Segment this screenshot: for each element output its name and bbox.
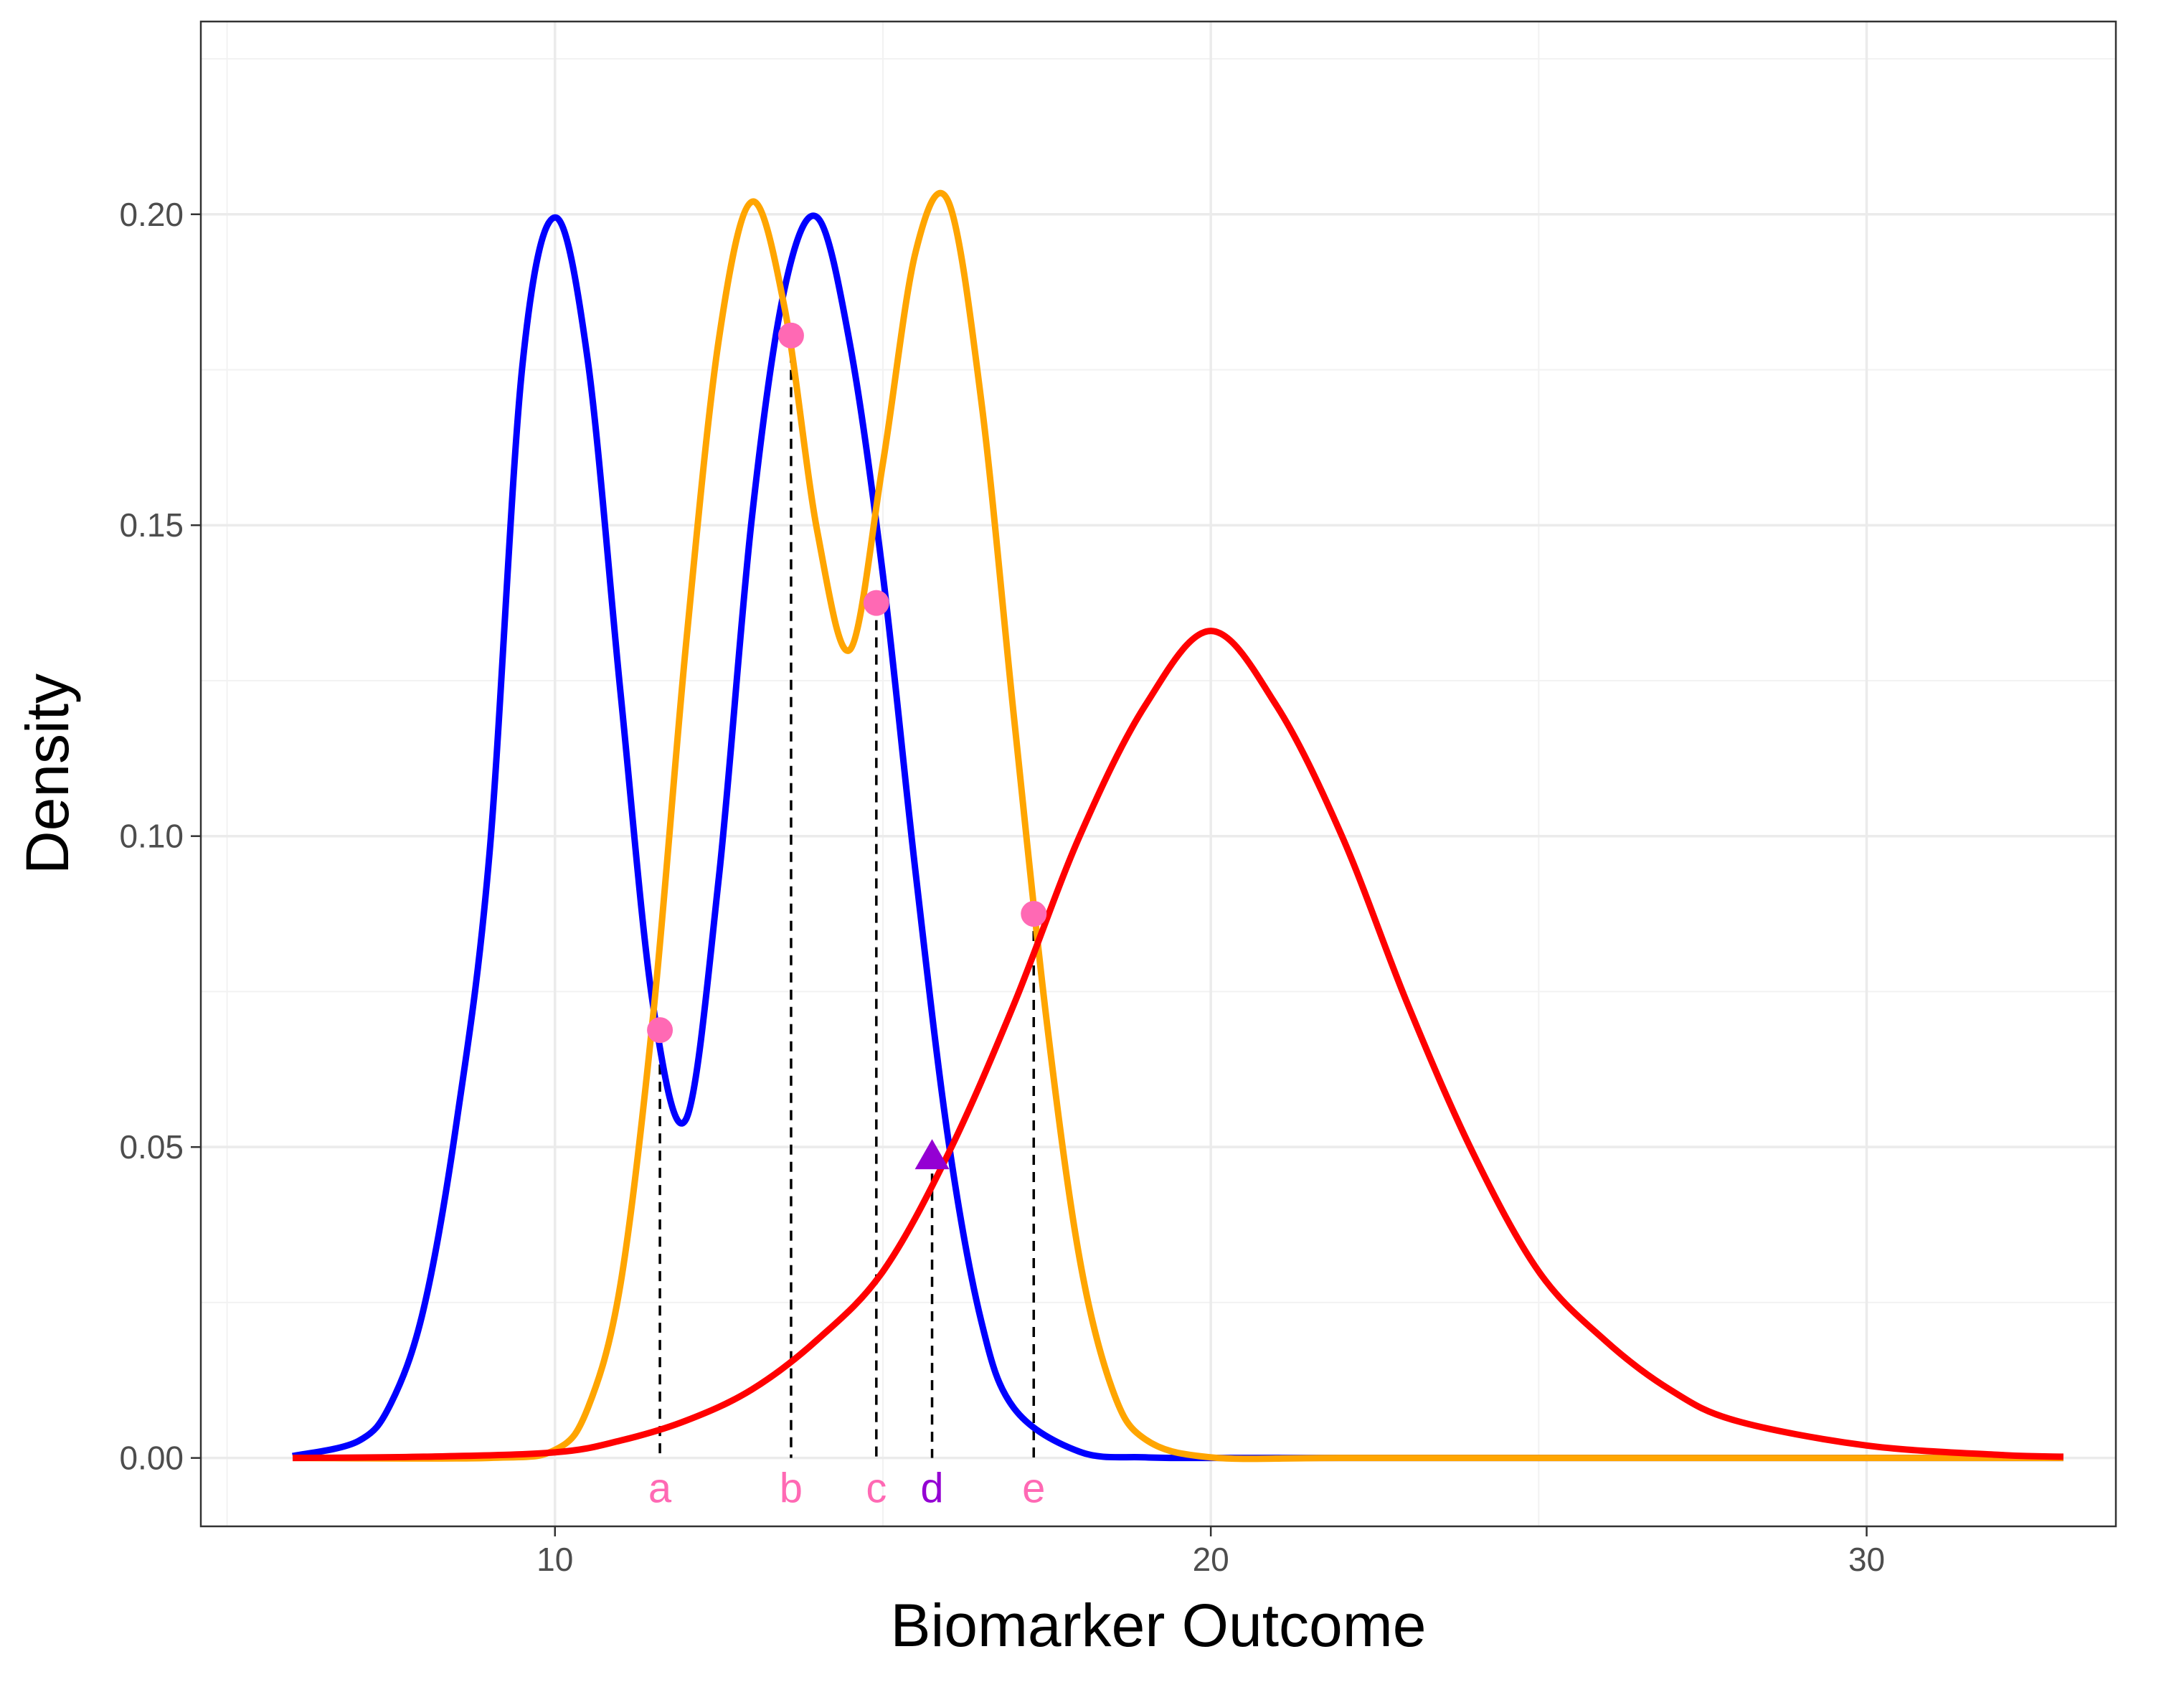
- density-curve-3: [292, 628, 2064, 1462]
- marker-label-c: c: [866, 1465, 887, 1512]
- y-tick-label: 0.05: [119, 1128, 184, 1166]
- y-axis-title: Density: [14, 674, 81, 874]
- marker-label-a: a: [648, 1465, 672, 1512]
- marker-point-a: [647, 1017, 673, 1044]
- density-curve-2: [292, 189, 2064, 1463]
- x-tick-label: 20: [1193, 1541, 1229, 1578]
- y-tick-label: 0.00: [119, 1440, 184, 1477]
- marker-label-e: e: [1022, 1465, 1045, 1512]
- marker-label-d: d: [920, 1465, 943, 1512]
- panel-border: [199, 20, 2117, 1528]
- density-curves: [292, 189, 2064, 1463]
- x-tick-label: 30: [1848, 1541, 1885, 1578]
- density-curve-1: [292, 212, 2064, 1462]
- x-tick-label: 10: [536, 1541, 573, 1578]
- marker-dashed-lines: [658, 335, 1036, 1458]
- marker-point-e: [1021, 901, 1047, 927]
- intersection-markers: [647, 322, 1047, 1170]
- marker-label-b: b: [780, 1465, 803, 1512]
- y-axis-ticks: 0.00 0.05 0.10 0.15 0.20: [119, 196, 201, 1477]
- marker-point-c: [863, 590, 889, 616]
- x-axis-title: Biomarker Outcome: [891, 1592, 1427, 1659]
- y-tick-label: 0.15: [119, 506, 184, 544]
- y-tick-label: 0.10: [119, 818, 184, 855]
- x-axis-ticks: 10 20 30: [536, 1526, 1885, 1578]
- marker-point-b: [777, 322, 804, 349]
- y-tick-label: 0.20: [119, 196, 184, 233]
- marker-triangle-d: [914, 1139, 950, 1170]
